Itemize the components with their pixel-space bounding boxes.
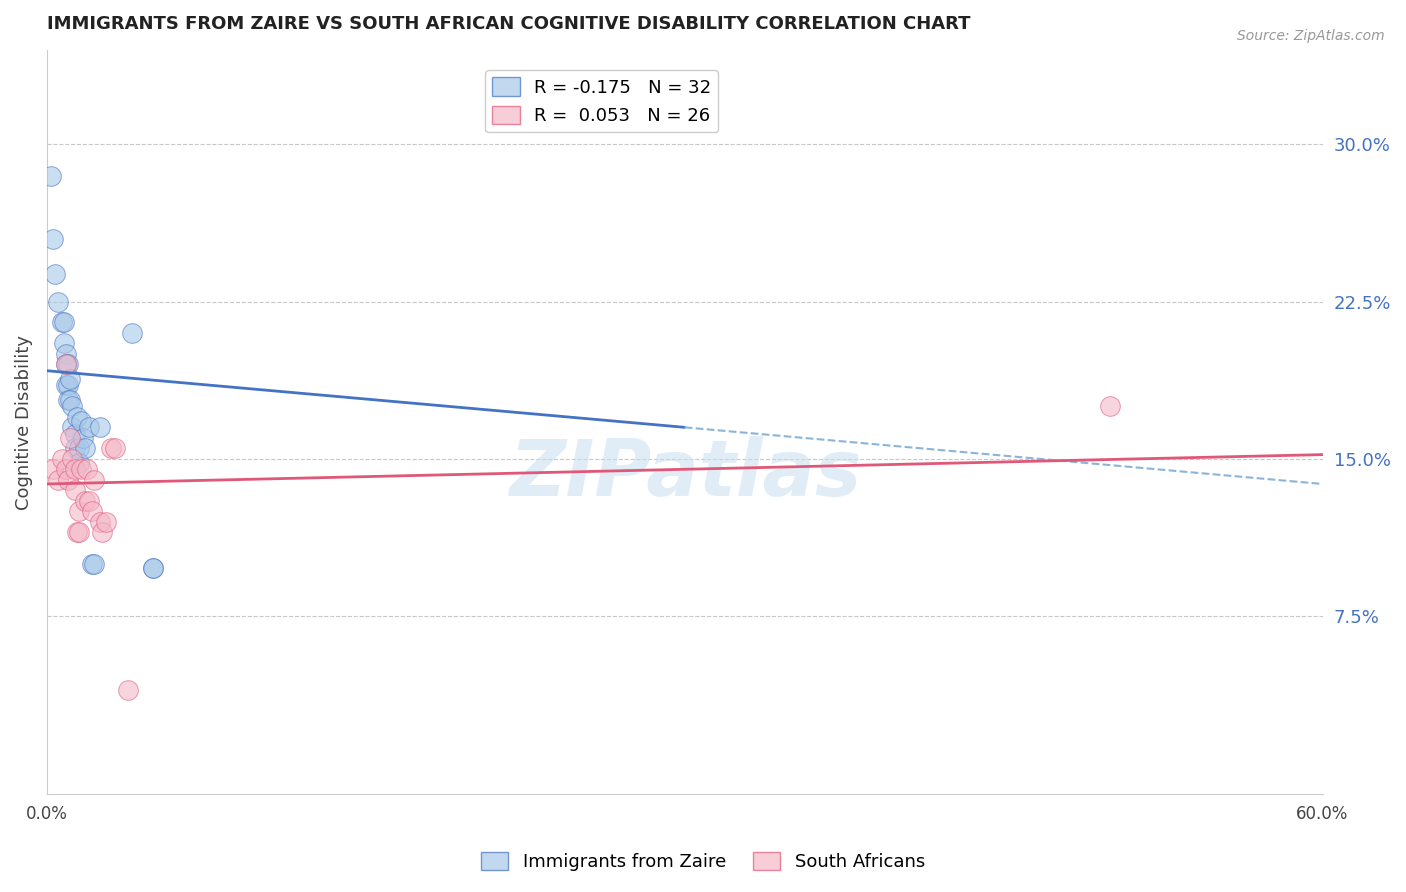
Point [46,294,69,309]
Point [55,378,77,392]
Point [55,462,77,476]
Point [52,336,75,351]
Point [67,525,90,540]
Point [142,561,165,575]
Point [42,231,65,245]
Point [75,442,97,456]
Point [1098,400,1121,414]
Point [55,358,77,372]
Point [60,420,83,434]
Point [79,493,101,508]
Point [59,393,82,408]
Point [56,378,79,392]
Point [63,483,86,498]
Point [59,372,82,386]
Text: ZIPatlas: ZIPatlas [509,436,860,512]
Point [75,493,97,508]
Point [39,169,62,183]
Point [63,462,86,476]
Point [56,358,79,372]
Point [96,515,118,529]
Point [42,462,65,476]
Point [66,525,89,540]
Text: Source: ZipAtlas.com: Source: ZipAtlas.com [1237,29,1385,43]
Point [56,473,79,487]
Legend: R = -0.175   N = 32, R =  0.053   N = 26: R = -0.175 N = 32, R = 0.053 N = 26 [485,70,718,132]
Point [44,267,66,281]
Point [60,400,83,414]
Point [59,431,82,445]
Point [63,426,86,441]
Point [52,316,75,330]
Point [70,414,93,428]
Text: IMMIGRANTS FROM ZAIRE VS SOUTH AFRICAN COGNITIVE DISABILITY CORRELATION CHART: IMMIGRANTS FROM ZAIRE VS SOUTH AFRICAN C… [46,15,970,33]
Y-axis label: Cognitive Disability: Cognitive Disability [15,334,32,509]
Point [100,442,122,456]
Point [51,451,73,466]
Point [80,557,103,571]
Point [67,456,90,470]
Point [76,462,98,476]
Point [55,347,77,361]
Legend: Immigrants from Zaire, South Africans: Immigrants from Zaire, South Africans [474,845,932,879]
Point [66,409,89,424]
Point [67,442,90,456]
Point [79,420,101,434]
Point [89,420,111,434]
Point [142,561,165,575]
Point [83,557,105,571]
Point [60,451,83,466]
Point [121,326,143,340]
Point [117,682,139,697]
Point [63,442,86,456]
Point [46,473,69,487]
Point [56,393,79,408]
Point [70,462,93,476]
Point [89,515,111,529]
Point [80,504,103,518]
Point [67,504,90,518]
Point [51,316,73,330]
Point [72,431,94,445]
Point [104,442,127,456]
Point [83,473,105,487]
Point [55,358,77,372]
Point [91,525,114,540]
